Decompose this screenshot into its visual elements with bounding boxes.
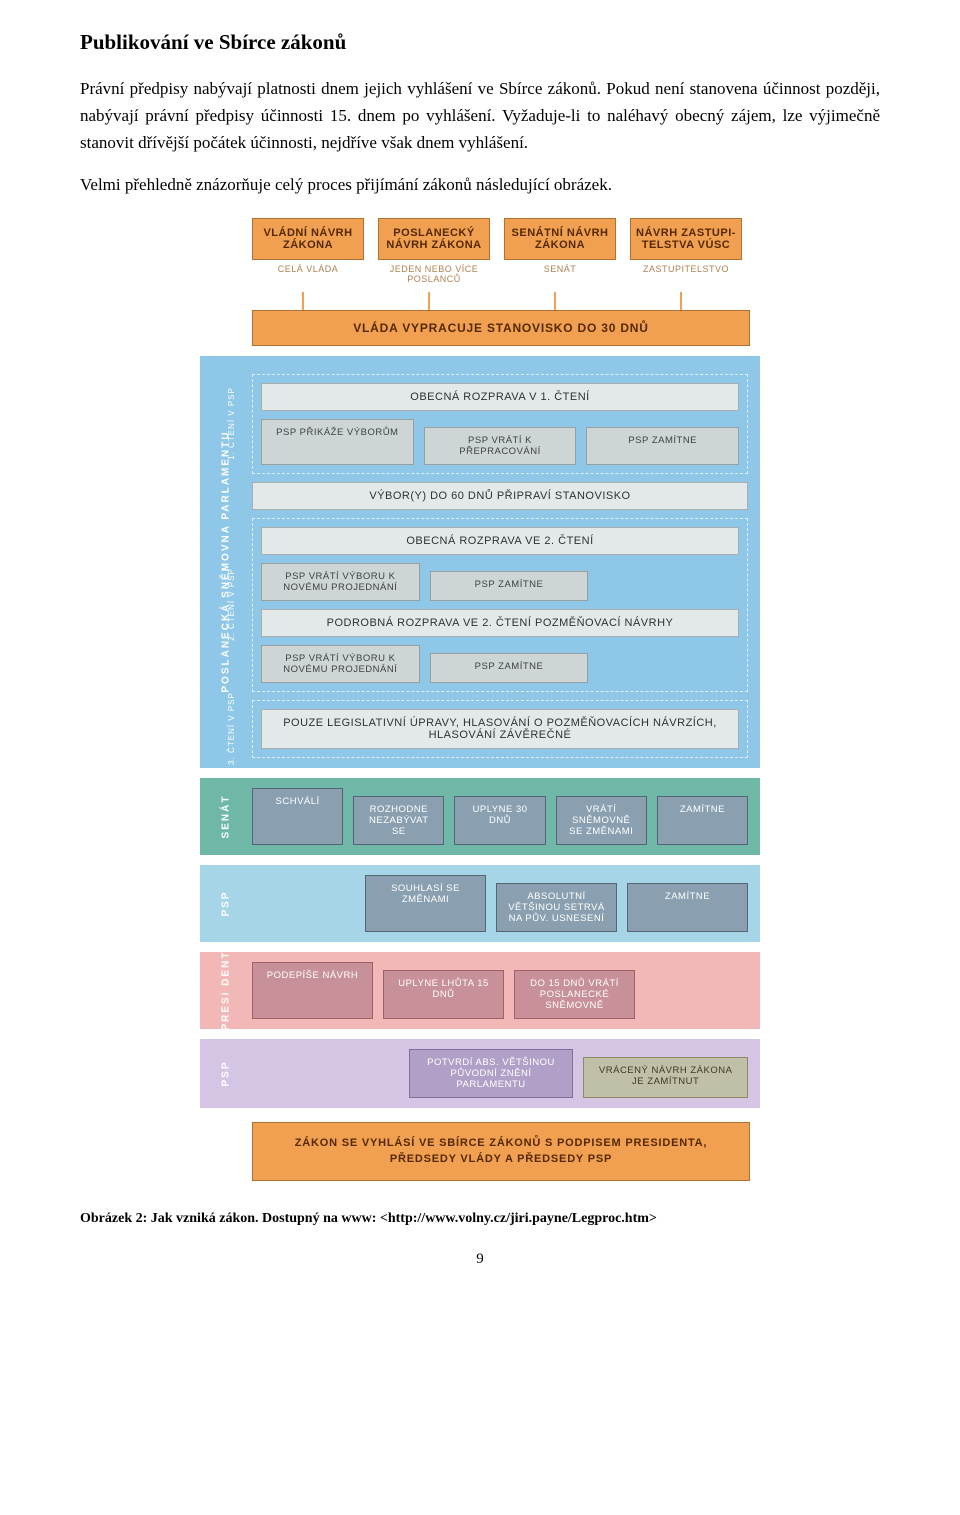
phase-label-president: PRESI DENT xyxy=(206,952,246,1029)
phase-label-psp2: PSP xyxy=(206,865,246,942)
page-heading: Publikování ve Sbírce zákonů xyxy=(80,30,880,55)
body-para-1: Právní předpisy nabývají platnosti dnem … xyxy=(80,75,880,157)
r2-opt: PSP ZAMÍTNE xyxy=(430,571,589,601)
source-sub: ZASTUPITELSTVO xyxy=(630,260,742,278)
d2-opt: PSP VRÁTÍ VÝBORU K NOVÉMU PROJEDNÁNÍ xyxy=(261,645,420,683)
source-card-senate: SENÁTNÍ NÁVRH ZÁKONA xyxy=(504,218,616,260)
phase-label-psp3: PSP xyxy=(206,1039,246,1108)
figure-caption: Obrázek 2: Jak vzniká zákon. Dostupný na… xyxy=(80,1211,880,1227)
gov-stance-box: VLÁDA VYPRACUJE STANOVISKO DO 30 DNŮ xyxy=(252,310,750,346)
source-sub: SENÁT xyxy=(504,260,616,278)
psp3-opt: VRÁCENÝ NÁVRH ZÁKONA JE ZAMÍTNUT xyxy=(583,1057,748,1098)
detail-2: PODROBNÁ ROZPRAVA VE 2. ČTENÍ POZMĚŇOVAC… xyxy=(261,609,739,637)
phase-president: PRESI DENT PODEPÍŠE NÁVRH UPLYNE LHŮTA 1… xyxy=(200,952,760,1029)
phase-psp: POSLANECKÁ SNĚMOVNA PARLAMENTU 1. ČTENÍ … xyxy=(200,356,760,768)
source-card-government: VLÁDNÍ NÁVRH ZÁKONA xyxy=(252,218,364,260)
source-sub: JEDEN NEBO VÍCE POSLANCŮ xyxy=(378,260,490,288)
psp3-opt: POTVRDÍ ABS. VĚTŠINOU PŮVODNÍ ZNĚNÍ PARL… xyxy=(409,1049,574,1098)
d2-opt: PSP ZAMÍTNE xyxy=(430,653,589,683)
phase-psp2: PSP SOUHLASÍ SE ZMĚNAMI ABSOLUTNÍ VĚTŠIN… xyxy=(200,865,760,942)
phase-senate: SENÁT SCHVÁLÍ ROZHODNE NEZABÝVAT SE UPLY… xyxy=(200,778,760,855)
final-publication: ZÁKON SE VYHLÁSÍ VE SBÍRCE ZÁKONŮ S PODP… xyxy=(252,1122,750,1181)
r1-opt: PSP VRÁTÍ K PŘEPRACOVÁNÍ xyxy=(424,427,577,465)
r1-opt: PSP PŘIKÁŽE VÝBORŮM xyxy=(261,419,414,465)
senate-opt: VRÁTÍ SNĚMOVNĚ SE ZMĚNAMI xyxy=(556,796,647,845)
source-card-region: NÁVRH ZASTUPI-TELSTVA VÚSC xyxy=(630,218,742,260)
psp2-opt: ZAMÍTNE xyxy=(627,883,748,932)
pres-opt: DO 15 DNŮ VRÁTÍ POSLANECKÉ SNĚMOVNĚ xyxy=(514,970,635,1019)
phase-label-senate: SENÁT xyxy=(206,778,246,855)
psp2-opt: ABSOLUTNÍ VĚTŠINOU SETRVÁ NA PŮV. USNESE… xyxy=(496,883,617,932)
senate-opt: UPLYNE 30 DNŮ xyxy=(454,796,545,845)
reading-1: OBECNÁ ROZPRAVA V 1. ČTENÍ xyxy=(261,383,739,411)
legislative-flowchart: VLÁDNÍ NÁVRH ZÁKONA CELÁ VLÁDA POSLANECK… xyxy=(200,218,760,1181)
pres-opt: UPLYNE LHŮTA 15 DNŮ xyxy=(383,970,504,1019)
source-card-deputies: POSLANECKÝ NÁVRH ZÁKONA xyxy=(378,218,490,260)
senate-opt: ROZHODNE NEZABÝVAT SE xyxy=(353,796,444,845)
stage-1: 1. ČTENÍ V PSP OBECNÁ ROZPRAVA V 1. ČTEN… xyxy=(252,374,748,474)
source-sub: CELÁ VLÁDA xyxy=(252,260,364,278)
source-row: VLÁDNÍ NÁVRH ZÁKONA CELÁ VLÁDA POSLANECK… xyxy=(200,218,760,288)
pres-opt: PODEPÍŠE NÁVRH xyxy=(252,962,373,1019)
psp2-opt: SOUHLASÍ SE ZMĚNAMI xyxy=(365,875,486,932)
r1-opt: PSP ZAMÍTNE xyxy=(586,427,739,465)
senate-opt: SCHVÁLÍ xyxy=(252,788,343,845)
reading-3: POUZE LEGISLATIVNÍ ÚPRAVY, HLASOVÁNÍ O P… xyxy=(261,709,739,749)
reading-2: OBECNÁ ROZPRAVA VE 2. ČTENÍ xyxy=(261,527,739,555)
stage-3: 3. ČTENÍ V PSP POUZE LEGISLATIVNÍ ÚPRAVY… xyxy=(252,700,748,758)
r2-opt: PSP VRÁTÍ VÝBORU K NOVÉMU PROJEDNÁNÍ xyxy=(261,563,420,601)
senate-opt: ZAMÍTNE xyxy=(657,796,748,845)
stage-2: 2. ČTENÍ V PSP OBECNÁ ROZPRAVA VE 2. ČTE… xyxy=(252,518,748,692)
body-para-2: Velmi přehledně znázorňuje celý proces p… xyxy=(80,171,880,198)
phase-psp3: PSP POTVRDÍ ABS. VĚTŠINOU PŮVODNÍ ZNĚNÍ … xyxy=(200,1039,760,1108)
committee: VÝBOR(Y) DO 60 DNŮ PŘIPRAVÍ STANOVISKO xyxy=(252,482,748,510)
page-number: 9 xyxy=(80,1251,880,1268)
